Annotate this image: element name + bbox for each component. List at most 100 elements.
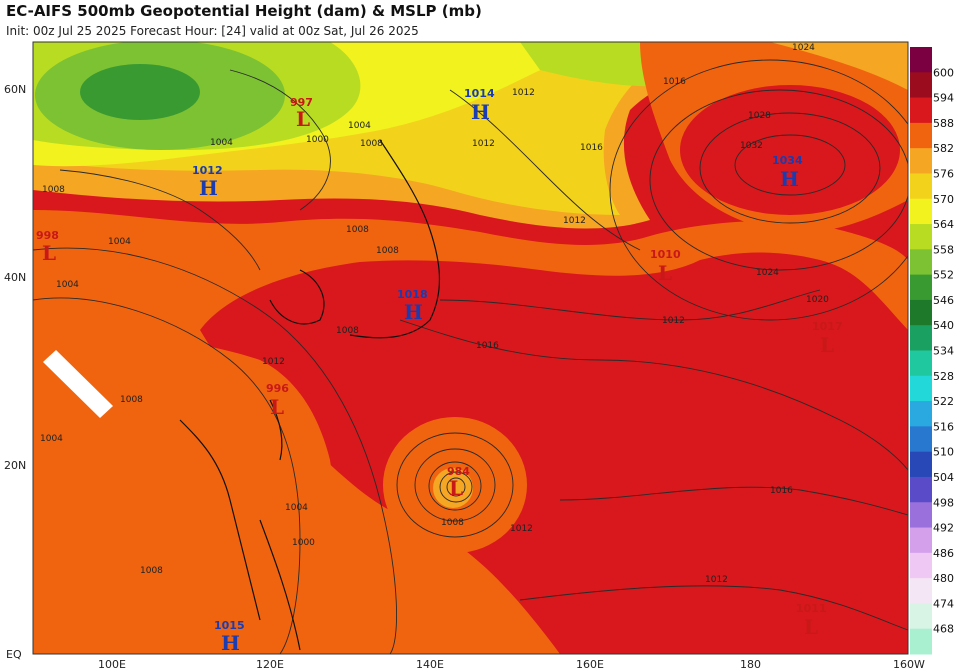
isobar-label: 1016 (663, 77, 686, 87)
isobar-label: 1012 (563, 216, 586, 226)
colorbar-swatch (910, 401, 932, 427)
isobar-label: 1016 (580, 143, 603, 153)
isobar-label: 1004 (40, 434, 63, 444)
system-value: 1012 (192, 164, 223, 177)
colorbar-swatch (910, 552, 932, 579)
lon-label: 160W (893, 658, 925, 671)
chart-subtitle: Init: 00z Jul 25 2025 Forecast Hour: [24… (6, 24, 419, 38)
isobar-label: 1016 (476, 341, 499, 351)
isobar-label: 1004 (108, 237, 131, 247)
lon-label: 100E (98, 658, 126, 671)
isobar-label: 1008 (441, 518, 464, 528)
isobar-label: 1012 (262, 357, 285, 367)
colorbar-swatch (910, 527, 932, 554)
isobar-label: 1028 (748, 111, 771, 121)
colorbar: 600 594 588 582 576 570 564 558 552 546 540 534 528 5… (910, 47, 954, 655)
colorbar-swatch (910, 451, 932, 478)
colorbar-swatch (910, 299, 932, 326)
lon-label: 160E (576, 658, 604, 671)
isobar-label: 1032 (740, 141, 763, 151)
system-letter: L (658, 261, 672, 285)
isobar-label: 1000 (306, 135, 329, 145)
isobar-label: 1008 (336, 326, 359, 336)
colorbar-swatch (910, 224, 932, 250)
system-value: 1017 (812, 320, 843, 333)
isobars (33, 59, 908, 654)
colorbar-swatch (910, 325, 932, 351)
colorbar-swatch (910, 426, 932, 453)
colorbar-swatch (910, 274, 932, 301)
isobar-label: 1008 (376, 246, 399, 256)
colorbar-label: 528 (933, 370, 954, 383)
isobar-label: 1000 (292, 538, 315, 548)
colorbar-label: 570 (933, 193, 954, 206)
system-value: 1015 (214, 619, 245, 632)
isobar-label: 1008 (360, 139, 383, 149)
colorbar-label: 588 (933, 117, 954, 130)
colorbar-label: 534 (933, 345, 954, 358)
lat-label: EQ (6, 648, 22, 661)
coastlines (179, 139, 440, 651)
system-letter: L (804, 615, 818, 639)
isobar-label: 1008 (346, 225, 369, 235)
system-letter: H (199, 176, 218, 200)
lat-label: 20N (4, 459, 26, 472)
colorbar-swatch (910, 502, 932, 529)
system-letter: L (820, 333, 834, 357)
lon-label: 140E (416, 658, 444, 671)
isobar-label: 1012 (510, 524, 533, 534)
system-letter: L (296, 107, 310, 131)
colorbar-label: 468 (933, 623, 954, 636)
system-letter: L (42, 241, 56, 265)
colorbar-swatch (910, 350, 932, 377)
colorbar-label: 486 (933, 547, 954, 560)
colorbar-label: 510 (933, 446, 954, 459)
system-value: 1034 (772, 154, 803, 167)
system-value: 998 (36, 229, 59, 242)
colorbar-swatch (910, 148, 932, 174)
isobar-label: 1012 (662, 316, 685, 326)
isobar-label: 1004 (285, 503, 308, 513)
lon-label: 120E (256, 658, 284, 671)
colorbar-swatch (910, 476, 932, 503)
isobar-label: 1008 (120, 395, 143, 405)
lat-label: 40N (4, 271, 26, 284)
system-letter: L (449, 476, 463, 500)
colorbar-swatch (910, 375, 932, 402)
isobar-label: 1004 (56, 280, 79, 290)
colorbar-label: 546 (933, 294, 954, 307)
system-letter: H (471, 100, 490, 124)
system-letter: H (221, 631, 240, 655)
colorbar-swatch (910, 578, 932, 604)
colorbar-label: 600 (933, 66, 954, 79)
system-value: 1018 (397, 288, 428, 301)
colorbar-label: 492 (933, 522, 954, 535)
isobar-label: 1012 (512, 88, 535, 98)
colorbar-swatch (910, 122, 932, 149)
isobar-label: 1008 (42, 185, 65, 195)
isobar-label: 1012 (705, 575, 728, 585)
height-fill (33, 42, 908, 654)
isobar-label: 1020 (806, 295, 829, 305)
isobar-labels: 1004 1000 1008 1004 1012 1012 1016 1024 … (40, 43, 829, 585)
isobar-label: 1004 (348, 121, 371, 131)
system-letter: H (404, 300, 423, 324)
colorbar-swatch (910, 628, 932, 655)
colorbar-swatch (910, 198, 932, 225)
chart-title: EC-AIFS 500mb Geopotential Height (dam) … (6, 2, 482, 20)
colorbar-label: 576 (933, 167, 954, 180)
system-value: 1014 (464, 87, 495, 100)
isobar-label: 1012 (472, 139, 495, 149)
